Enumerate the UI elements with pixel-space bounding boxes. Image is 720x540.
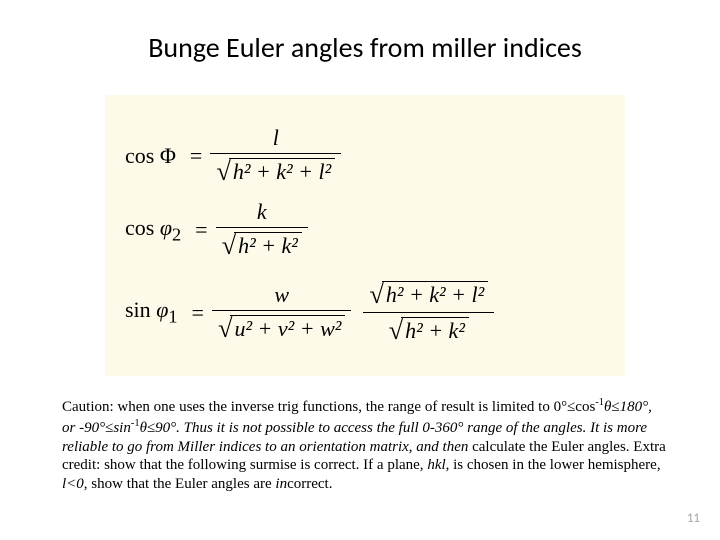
sub: 1 [168,307,177,327]
op: cos [125,143,154,168]
f3b-num: h² + k² + l² [386,282,484,307]
caution-text: Caution: when one uses the inverse trig … [60,396,670,494]
op: cos [125,215,154,240]
sym: Φ [160,143,176,168]
formula-box: cos Φ = l √h² + k² + l² cos φ2 = k √h² +… [105,95,625,376]
f2-num: k [257,199,267,224]
f1-den: h² + k² + l² [233,159,331,184]
formula-cos-phi2: cos φ2 = k √h² + k² [125,199,605,261]
page-number: 11 [687,511,700,526]
f1-num: l [273,125,279,150]
slide-title: Bunge Euler angles from miller indices [60,30,670,65]
sub: 2 [172,224,181,244]
sym: φ [156,297,168,322]
formula-cos-phi-cap: cos Φ = l √h² + k² + l² [125,125,605,187]
sym: φ [160,215,172,240]
f3a-den: u² + v² + w² [234,316,341,341]
op: sin [125,297,151,322]
f3a-num: w [274,282,289,307]
formula-sin-phi1: sin φ1 = w √u² + v² + w² √h² + k² + l² √… [125,279,605,346]
f2-den: h² + k² [238,233,298,258]
f3b-den: h² + k² [405,318,465,343]
